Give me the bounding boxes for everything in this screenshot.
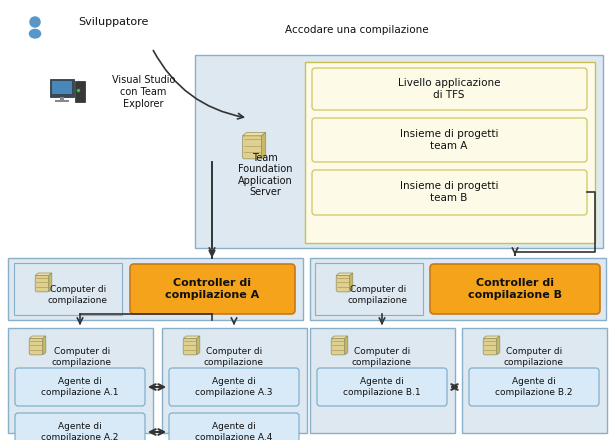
Text: Computer di
compilazione: Computer di compilazione — [204, 347, 264, 367]
Text: Computer di
compilazione: Computer di compilazione — [504, 347, 564, 367]
Polygon shape — [35, 273, 52, 275]
FancyBboxPatch shape — [130, 264, 295, 314]
Polygon shape — [350, 273, 353, 292]
Bar — [76, 81, 85, 102]
FancyBboxPatch shape — [469, 368, 599, 406]
Polygon shape — [345, 336, 348, 355]
FancyBboxPatch shape — [15, 368, 145, 406]
Polygon shape — [183, 336, 200, 338]
Text: Livello applicazione
di TFS: Livello applicazione di TFS — [398, 78, 500, 100]
Bar — [310, 328, 455, 433]
FancyBboxPatch shape — [430, 264, 600, 314]
Text: Computer di
compilazione: Computer di compilazione — [352, 347, 412, 367]
Polygon shape — [197, 336, 200, 355]
Text: Sviluppatore: Sviluppatore — [78, 17, 148, 27]
FancyBboxPatch shape — [336, 275, 350, 292]
Bar — [305, 62, 595, 243]
Bar — [60, 97, 64, 100]
Text: Computer di
compilazione: Computer di compilazione — [48, 285, 108, 304]
Polygon shape — [242, 132, 266, 136]
Polygon shape — [497, 336, 500, 355]
Text: Team
Foundation
Application
Server: Team Foundation Application Server — [237, 153, 292, 198]
Polygon shape — [483, 336, 500, 338]
Text: Insieme di progetti
team B: Insieme di progetti team B — [400, 181, 498, 203]
Text: Agente di
compilazione B.2: Agente di compilazione B.2 — [495, 377, 573, 397]
Ellipse shape — [29, 29, 41, 39]
Text: Agente di
compilazione A.1: Agente di compilazione A.1 — [41, 377, 119, 397]
Polygon shape — [49, 273, 52, 292]
FancyBboxPatch shape — [29, 338, 43, 355]
Bar — [14, 263, 122, 315]
Polygon shape — [331, 336, 348, 338]
Text: Agente di
compilazione A.2: Agente di compilazione A.2 — [41, 422, 119, 440]
Bar — [462, 328, 607, 433]
Polygon shape — [261, 132, 266, 159]
Bar — [310, 258, 606, 320]
Bar — [8, 258, 303, 320]
FancyBboxPatch shape — [15, 413, 145, 440]
Text: Controller di
compilazione A: Controller di compilazione A — [165, 278, 259, 300]
Text: Insieme di progetti
team A: Insieme di progetti team A — [400, 129, 498, 151]
Bar — [52, 81, 72, 94]
Text: Agente di
compilazione A.3: Agente di compilazione A.3 — [195, 377, 272, 397]
Polygon shape — [29, 336, 46, 338]
Text: Computer di
compilazione: Computer di compilazione — [52, 347, 112, 367]
FancyBboxPatch shape — [331, 338, 345, 355]
Polygon shape — [43, 336, 46, 355]
Text: Agente di
compilazione A.4: Agente di compilazione A.4 — [196, 422, 272, 440]
FancyBboxPatch shape — [483, 338, 497, 355]
FancyBboxPatch shape — [169, 368, 299, 406]
FancyBboxPatch shape — [312, 118, 587, 162]
Bar — [8, 328, 153, 433]
FancyBboxPatch shape — [317, 368, 447, 406]
FancyBboxPatch shape — [35, 275, 49, 292]
FancyBboxPatch shape — [242, 136, 261, 159]
Text: Visual Studio
con Team
Explorer: Visual Studio con Team Explorer — [112, 75, 175, 109]
Text: Agente di
compilazione B.1: Agente di compilazione B.1 — [343, 377, 421, 397]
FancyBboxPatch shape — [312, 68, 587, 110]
Text: Controller di
compilazione B: Controller di compilazione B — [468, 278, 562, 300]
Bar — [195, 55, 603, 248]
Circle shape — [30, 17, 40, 27]
Bar — [50, 79, 74, 97]
FancyBboxPatch shape — [169, 413, 299, 440]
Text: Accodare una compilazione: Accodare una compilazione — [285, 25, 429, 35]
Text: Computer di
compilazione: Computer di compilazione — [348, 285, 408, 304]
Bar — [55, 100, 69, 102]
FancyBboxPatch shape — [312, 170, 587, 215]
FancyBboxPatch shape — [183, 338, 197, 355]
Polygon shape — [336, 273, 353, 275]
Bar — [162, 328, 307, 433]
Bar — [315, 263, 423, 315]
